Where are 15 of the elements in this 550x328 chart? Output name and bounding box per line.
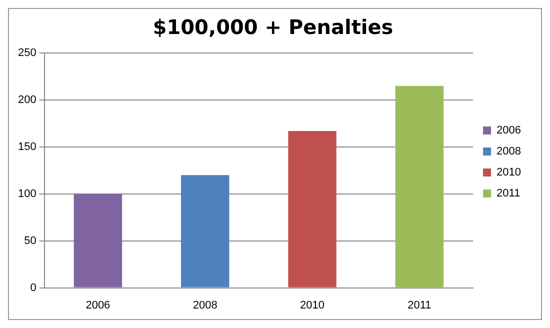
legend-label: 2006 — [496, 124, 522, 137]
x-tick-label: 2010 — [300, 299, 325, 312]
legend-label: 2010 — [496, 166, 522, 179]
y-tick-label: 150 — [18, 140, 36, 153]
legend-label: 2008 — [496, 146, 522, 158]
y-tick-label: 100 — [18, 188, 36, 200]
y-tick-label: 250 — [18, 47, 36, 60]
y-tick-label: 0 — [30, 282, 36, 294]
legend-label: 2011 — [496, 188, 520, 200]
x-tick-label: 2006 — [86, 299, 110, 312]
y-tick-label: 200 — [18, 94, 36, 106]
x-tick-label: 2008 — [192, 299, 218, 312]
y-tick-label: 50 — [24, 234, 36, 247]
chart-title: $100,000 + Penalties — [152, 15, 394, 40]
x-tick-label: 2011 — [408, 299, 432, 312]
